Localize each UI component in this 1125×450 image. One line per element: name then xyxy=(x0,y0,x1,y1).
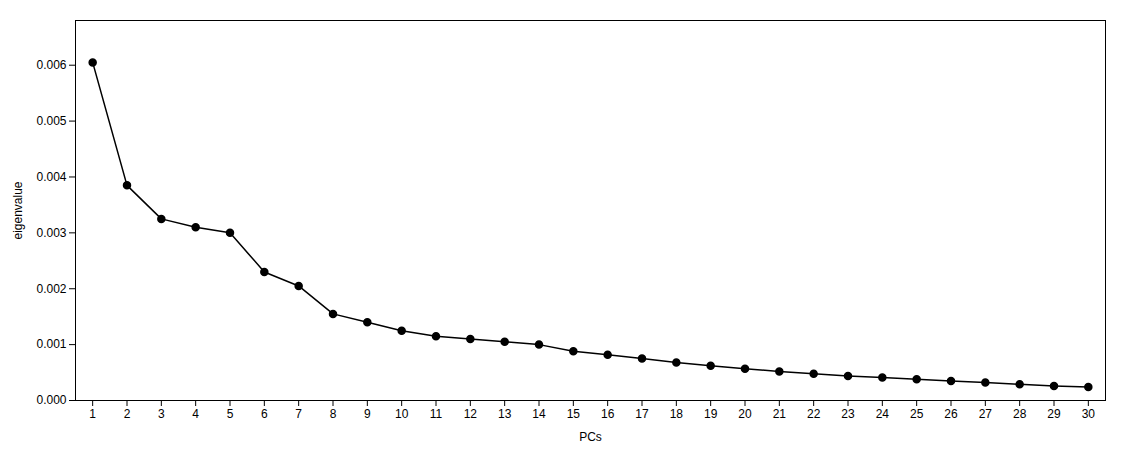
svg-text:4: 4 xyxy=(192,407,199,421)
svg-text:0.001: 0.001 xyxy=(36,337,66,351)
svg-text:3: 3 xyxy=(158,407,165,421)
svg-text:0.004: 0.004 xyxy=(36,170,66,184)
svg-text:28: 28 xyxy=(1013,407,1027,421)
svg-text:23: 23 xyxy=(841,407,855,421)
svg-text:0.005: 0.005 xyxy=(36,114,66,128)
svg-text:13: 13 xyxy=(498,407,512,421)
svg-text:17: 17 xyxy=(635,407,649,421)
svg-text:27: 27 xyxy=(979,407,993,421)
svg-text:21: 21 xyxy=(773,407,787,421)
svg-text:18: 18 xyxy=(670,407,684,421)
svg-text:30: 30 xyxy=(1082,407,1096,421)
svg-text:PCs: PCs xyxy=(579,430,602,444)
svg-text:25: 25 xyxy=(910,407,924,421)
svg-text:16: 16 xyxy=(601,407,615,421)
svg-text:2: 2 xyxy=(124,407,131,421)
svg-text:eigenvalue: eigenvalue xyxy=(11,181,25,239)
svg-text:5: 5 xyxy=(227,407,234,421)
svg-text:0.003: 0.003 xyxy=(36,226,66,240)
svg-text:8: 8 xyxy=(330,407,337,421)
svg-text:24: 24 xyxy=(876,407,890,421)
svg-text:0.002: 0.002 xyxy=(36,282,66,296)
svg-text:12: 12 xyxy=(464,407,478,421)
svg-text:9: 9 xyxy=(364,407,371,421)
svg-text:19: 19 xyxy=(704,407,718,421)
svg-text:6: 6 xyxy=(261,407,268,421)
svg-text:22: 22 xyxy=(807,407,821,421)
svg-text:26: 26 xyxy=(944,407,958,421)
svg-text:29: 29 xyxy=(1047,407,1061,421)
svg-text:15: 15 xyxy=(567,407,581,421)
svg-text:0.000: 0.000 xyxy=(36,393,66,407)
svg-text:7: 7 xyxy=(295,407,302,421)
svg-text:20: 20 xyxy=(738,407,752,421)
svg-text:14: 14 xyxy=(532,407,546,421)
svg-text:1: 1 xyxy=(89,407,96,421)
svg-text:10: 10 xyxy=(395,407,409,421)
svg-text:0.006: 0.006 xyxy=(36,58,66,72)
svg-text:11: 11 xyxy=(430,407,443,421)
